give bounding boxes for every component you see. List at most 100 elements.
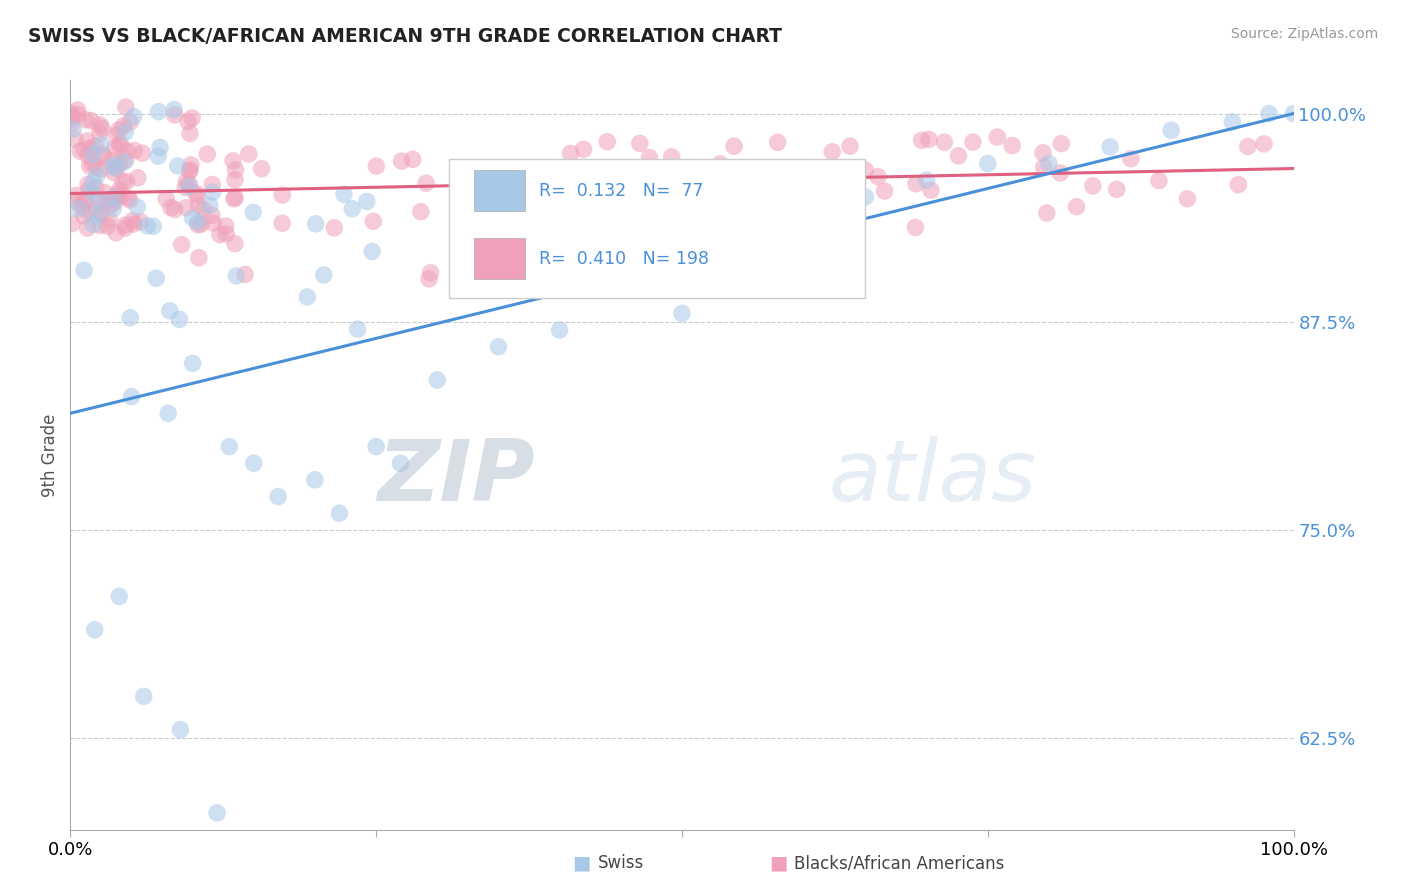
Point [547, 213, 569, 227]
Point [136, 219, 159, 233]
Point [1049, 166, 1071, 180]
Point [682, 244, 704, 259]
Point [782, 208, 804, 222]
Point [91, 147, 114, 161]
Point [77, 148, 100, 162]
Point [104, 161, 127, 176]
Point [242, 205, 264, 219]
Point [225, 163, 247, 178]
Point [612, 261, 634, 276]
Point [59, 106, 82, 120]
Point [73, 194, 96, 208]
Point [1066, 200, 1088, 214]
Point [60, 217, 83, 231]
Point [1036, 206, 1059, 220]
Point [79, 159, 101, 173]
Point [103, 153, 125, 168]
Point [98, 193, 121, 207]
Point [671, 306, 693, 320]
Point [409, 204, 432, 219]
Point [111, 175, 134, 189]
Point [218, 440, 240, 454]
Text: SWISS VS BLACK/AFRICAN AMERICAN 9TH GRADE CORRELATION CHART: SWISS VS BLACK/AFRICAN AMERICAN 9TH GRAD… [28, 27, 782, 45]
Point [180, 158, 202, 172]
Point [738, 176, 761, 190]
Point [108, 590, 131, 604]
Point [366, 159, 388, 173]
Point [118, 115, 141, 129]
Point [82, 175, 104, 189]
Point [1227, 178, 1250, 192]
Point [1237, 139, 1260, 153]
Point [271, 188, 294, 202]
Text: ■: ■ [769, 854, 787, 872]
Point [82, 157, 104, 171]
Point [323, 220, 346, 235]
Point [114, 125, 136, 139]
Point [75, 193, 97, 207]
Point [181, 111, 204, 125]
Point [873, 184, 896, 198]
Point [415, 176, 437, 190]
Point [733, 256, 755, 270]
Point [454, 205, 477, 219]
Point [114, 221, 136, 235]
Point [297, 290, 319, 304]
Point [89, 126, 111, 140]
Point [89, 118, 111, 132]
Point [131, 146, 153, 161]
Point [90, 196, 112, 211]
Point [1105, 182, 1128, 196]
Point [179, 179, 201, 194]
Point [193, 202, 215, 217]
Point [177, 114, 200, 128]
Point [948, 149, 970, 163]
Point [904, 177, 927, 191]
Point [304, 217, 326, 231]
Point [821, 145, 844, 159]
Point [84, 180, 107, 194]
Point [472, 166, 495, 180]
Point [132, 690, 155, 704]
Point [233, 268, 256, 282]
Point [1081, 178, 1104, 193]
Point [519, 180, 541, 194]
Point [1258, 106, 1281, 120]
Point [129, 215, 152, 229]
Point [174, 201, 197, 215]
Point [82, 147, 104, 161]
Point [160, 201, 183, 215]
Point [824, 202, 846, 217]
Point [76, 134, 98, 148]
Point [190, 217, 212, 231]
Point [638, 151, 661, 165]
Point [86, 208, 108, 222]
Point [108, 190, 131, 204]
Point [169, 723, 191, 737]
Point [866, 169, 889, 184]
Point [1050, 136, 1073, 151]
Point [267, 490, 290, 504]
Point [934, 135, 956, 149]
Point [108, 123, 131, 137]
Point [195, 147, 218, 161]
Point [346, 322, 368, 336]
Point [169, 312, 191, 326]
Point [80, 113, 103, 128]
Point [564, 220, 586, 235]
Point [159, 303, 181, 318]
Point [90, 206, 112, 220]
Point [1177, 192, 1199, 206]
Point [187, 218, 209, 232]
Point [73, 143, 96, 157]
Point [121, 214, 143, 228]
Point [179, 127, 201, 141]
Point [110, 136, 132, 151]
Point [86, 168, 108, 182]
Point [142, 219, 165, 234]
Point [60, 116, 83, 130]
Point [517, 189, 540, 203]
Point [494, 183, 516, 197]
Point [122, 217, 145, 231]
Point [112, 119, 135, 133]
